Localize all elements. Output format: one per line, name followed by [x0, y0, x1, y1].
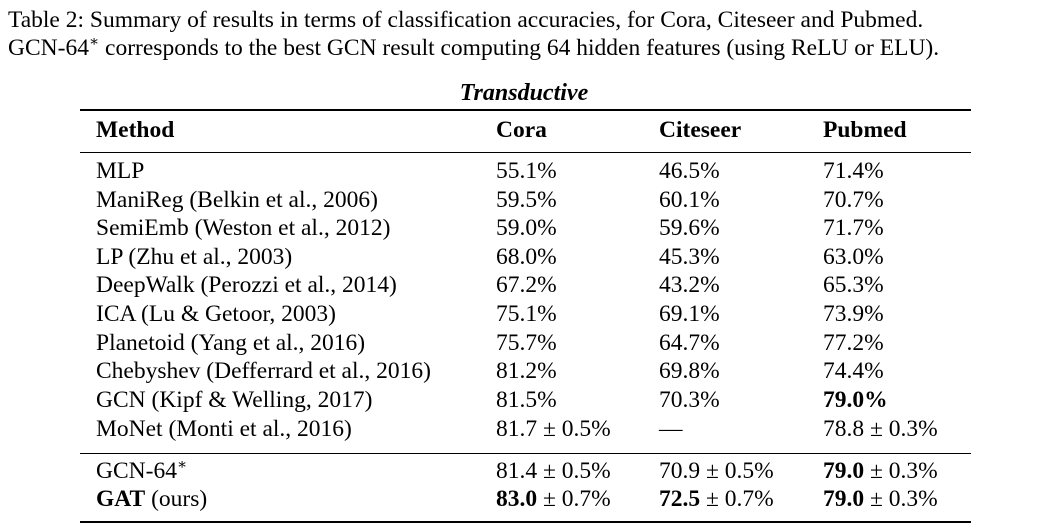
cora-cell: 55.1% — [496, 158, 557, 184]
method-cell: Planetoid (Yang et al., 2016) — [96, 330, 366, 356]
cora-cell: 81.4 ± 0.5% — [496, 458, 611, 484]
caption-line-2: GCN-64∗ corresponds to the best GCN resu… — [8, 34, 1042, 62]
caption-line-2-text: corresponds to the best GCN result compu… — [99, 35, 940, 61]
citeseer-cell: 70.3% — [659, 387, 720, 413]
pubmed-cell-best: 79.0% — [823, 387, 888, 413]
header-pubmed: Pubmed — [823, 117, 907, 143]
citeseer-cell: 46.5% — [659, 158, 720, 184]
citeseer-cell: 45.3% — [659, 244, 720, 270]
cora-cell: 81.7 ± 0.5% — [496, 416, 611, 442]
header-citeseer: Citeseer — [659, 117, 742, 143]
method-cell: DeepWalk (Perozzi et al., 2014) — [96, 272, 397, 298]
table-caption: Table 2: Summary of results in terms of … — [8, 6, 1042, 62]
cora-cell: 83.0 ± 0.7% — [496, 485, 611, 513]
pubmed-best-value: 79.0 — [823, 486, 865, 512]
gat-label: GAT — [96, 486, 146, 512]
pubmed-cell: 70.7% — [823, 187, 884, 213]
method-cell: MLP — [96, 158, 145, 184]
pubmed-cell: 79.0 ± 0.3% — [823, 485, 938, 513]
method-cell: MoNet (Monti et al., 2016) — [96, 416, 352, 442]
cora-std: ± 0.7% — [537, 486, 611, 512]
gcn64-label: GCN-64 — [96, 458, 177, 484]
pubmed-cell: 71.4% — [823, 158, 884, 184]
cora-best-value: 83.0 — [496, 486, 538, 512]
cora-cell: 67.2% — [496, 272, 557, 298]
gcn64-asterisk: ∗ — [176, 457, 188, 473]
table-top-rule — [80, 109, 971, 111]
table-bottom-rule — [80, 521, 971, 523]
method-cell: GAT (ours) — [96, 485, 207, 513]
citeseer-cell: 72.5 ± 0.7% — [659, 485, 774, 513]
pubmed-std: ± 0.3% — [864, 486, 938, 512]
pubmed-cell: 77.2% — [823, 330, 884, 356]
pubmed-cell: 71.7% — [823, 215, 884, 241]
header-method: Method — [96, 117, 175, 143]
cora-cell: 75.7% — [496, 330, 557, 356]
method-cell: ICA (Lu & Getoor, 2003) — [96, 301, 336, 327]
cora-cell: 59.5% — [496, 187, 557, 213]
method-cell: GCN (Kipf & Welling, 2017) — [96, 387, 373, 413]
pubmed-cell: 63.0% — [823, 244, 884, 270]
table-section-rule — [80, 453, 971, 454]
method-cell: SemiEmb (Weston et al., 2012) — [96, 215, 391, 241]
gat-ours-label: (ours) — [145, 486, 208, 512]
citeseer-cell: — — [659, 416, 683, 442]
table-title: Transductive — [459, 80, 589, 106]
pubmed-cell: 78.8 ± 0.3% — [823, 416, 938, 442]
caption-asterisk: ∗ — [88, 34, 100, 50]
citeseer-cell: 43.2% — [659, 272, 720, 298]
citeseer-best-value: 72.5 — [659, 486, 701, 512]
method-cell: LP (Zhu et al., 2003) — [96, 244, 293, 270]
cora-cell: 75.1% — [496, 301, 557, 327]
citeseer-std: ± 0.7% — [700, 486, 774, 512]
cora-cell: 81.2% — [496, 358, 557, 384]
method-cell: Chebyshev (Defferrard et al., 2016) — [96, 358, 431, 384]
pubmed-best-value: 79.0 — [823, 458, 865, 484]
pubmed-std: ± 0.3% — [864, 458, 938, 484]
citeseer-cell: 69.8% — [659, 358, 720, 384]
method-cell: ManiReg (Belkin et al., 2006) — [96, 187, 378, 213]
cora-cell: 59.0% — [496, 215, 557, 241]
method-cell: GCN-64∗ — [96, 457, 187, 485]
pubmed-cell: 79.0 ± 0.3% — [823, 457, 938, 485]
citeseer-cell: 69.1% — [659, 301, 720, 327]
cora-cell: 68.0% — [496, 244, 557, 270]
pubmed-cell: 73.9% — [823, 301, 884, 327]
citeseer-cell: 70.9 ± 0.5% — [659, 458, 774, 484]
citeseer-cell: 64.7% — [659, 330, 720, 356]
table-header-rule — [80, 152, 971, 153]
cora-cell: 81.5% — [496, 387, 557, 413]
pubmed-cell: 65.3% — [823, 272, 884, 298]
citeseer-cell: 59.6% — [659, 215, 720, 241]
pubmed-cell: 74.4% — [823, 358, 884, 384]
caption-gcn64-label: GCN-64 — [8, 35, 89, 61]
caption-line-1: Table 2: Summary of results in terms of … — [8, 7, 924, 33]
header-cora: Cora — [496, 117, 547, 143]
citeseer-cell: 60.1% — [659, 187, 720, 213]
